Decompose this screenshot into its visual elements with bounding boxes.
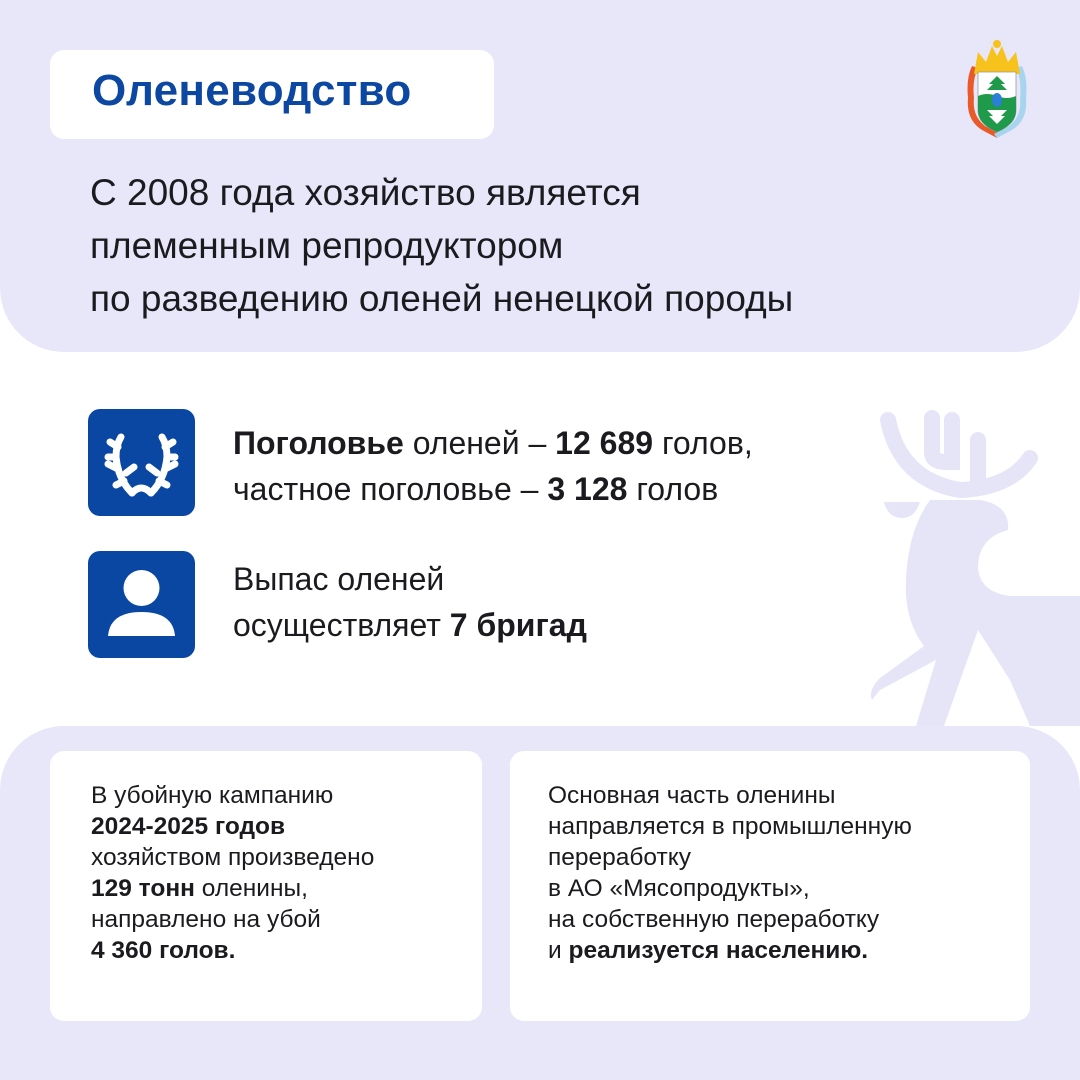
fact-label: Поголовье <box>233 425 404 461</box>
title-box <box>50 50 494 139</box>
fact-text: голов, <box>653 425 753 461</box>
card-slaughter-text: В убойную кампанию 2024-2025 годов хозяй… <box>91 780 374 966</box>
card-line-bold: 4 360 голов. <box>91 937 236 964</box>
fact-text: Выпас оленей <box>233 561 445 597</box>
fact-text: оленей – <box>403 425 556 461</box>
page-title: Оленеводство <box>92 66 412 115</box>
card-line-bold: 2024-2025 годов <box>91 813 286 840</box>
card-line: Основная часть оленины <box>548 782 836 809</box>
card-line: на собственную переработку <box>548 906 880 933</box>
deer-silhouette-icon <box>871 410 1080 726</box>
card-processing-text: Основная часть оленины направляется в пр… <box>548 780 912 966</box>
fact-text: голов <box>627 471 719 507</box>
card-line: направляется в промышленную <box>548 813 912 840</box>
card-line: направлено на убой <box>91 906 321 933</box>
card-line: переработку <box>548 844 691 871</box>
fact-brigades: Выпас оленей осуществляет 7 бригад <box>233 556 587 648</box>
card-line: и <box>548 937 569 964</box>
fact-text: осуществляет <box>233 607 450 643</box>
card-line-bold: 129 тонн <box>91 875 195 902</box>
fact-value: 7 бригад <box>449 607 587 643</box>
headline-line: С 2008 года хозяйство является <box>90 172 641 213</box>
fact-herd: Поголовье оленей – 12 689 голов, частное… <box>233 420 753 512</box>
antlers-icon <box>88 409 195 516</box>
card-line: оленины, <box>194 875 308 902</box>
card-line: хозяйством произведено <box>91 844 375 871</box>
headline-line: племенным репродуктором <box>90 225 564 266</box>
coat-of-arms-icon <box>967 40 1027 138</box>
card-line-bold: реализуется населению. <box>568 937 869 964</box>
card-line: В убойную кампанию <box>91 782 334 809</box>
headline-line: по разведению оленей ненецкой породы <box>90 278 794 319</box>
card-slaughter <box>50 751 482 1021</box>
fact-text: частное поголовье – <box>233 471 548 507</box>
person-icon <box>88 551 195 658</box>
antlers-glyph <box>104 433 179 497</box>
card-processing <box>510 751 1030 1021</box>
fact-value: 12 689 <box>555 425 654 461</box>
headline: С 2008 года хозяйство является племенным… <box>90 166 793 325</box>
person-glyph <box>108 570 175 636</box>
card-line: в АО «Мясопродукты», <box>548 875 810 902</box>
fact-value: 3 128 <box>547 471 628 507</box>
